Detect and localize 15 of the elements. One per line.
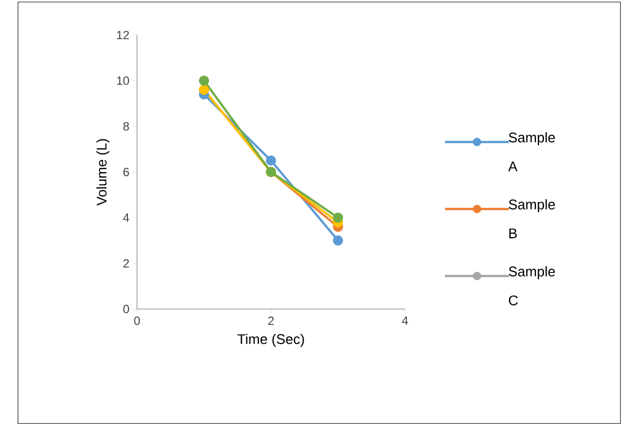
- y-tick-label: 2: [123, 259, 129, 268]
- y-tick-label: 12: [117, 30, 129, 40]
- y-tick-label: 8: [123, 122, 129, 131]
- legend-label: Sample B: [508, 199, 555, 238]
- y-tick-label: 10: [117, 76, 130, 85]
- y-tick-label: 0: [123, 304, 130, 314]
- y-tick-label: 4: [123, 214, 130, 222]
- y-tick-label: 6: [123, 168, 129, 176]
- x-axis-title: Time (Sec): [237, 334, 304, 347]
- legend-label: Sample C: [508, 266, 555, 306]
- x-tick-label: 4: [402, 316, 408, 325]
- x-tick-label: 0: [134, 316, 140, 325]
- x-tick-label: 2: [268, 316, 274, 325]
- y-axis-title: Volume (L): [96, 139, 110, 206]
- legend-label: Sample A: [508, 132, 555, 172]
